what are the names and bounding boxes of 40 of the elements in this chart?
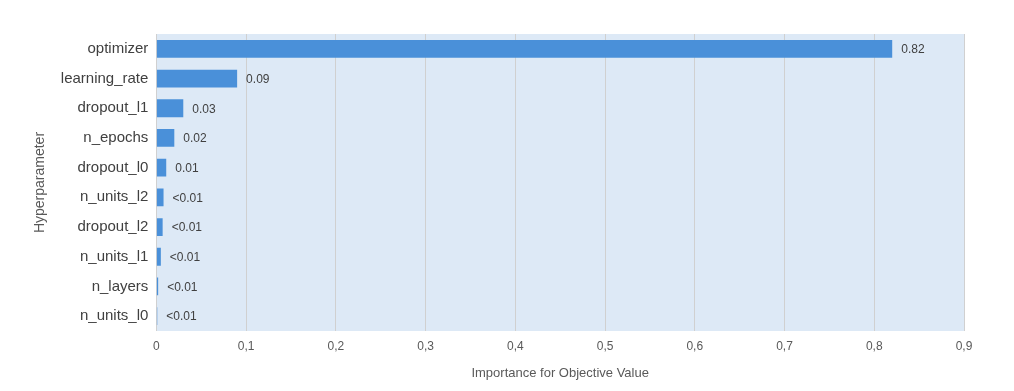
y-tick-label: n_epochs (83, 128, 149, 146)
y-tick-label: dropout_l2 (77, 217, 149, 235)
x-tick-label: 0,2 (327, 338, 345, 353)
data-label: 0.01 (175, 160, 199, 175)
y-tick-label: n_units_l0 (79, 306, 149, 324)
data-label: 0.09 (246, 71, 270, 86)
y-tick-label: n_units_l2 (79, 187, 149, 205)
x-tick-label: 0,6 (686, 338, 704, 353)
x-tick-label: 0,7 (776, 338, 794, 353)
data-label: <0.01 (166, 309, 197, 324)
x-tick-label: 0,3 (417, 338, 435, 353)
data-label: 0.03 (192, 101, 216, 116)
y-tick-label: optimizer (87, 38, 149, 56)
bar (156, 158, 167, 177)
data-label: <0.01 (171, 220, 203, 235)
x-axis-title: Importance for Objective Value (471, 364, 649, 380)
bar (156, 69, 238, 88)
data-label: 0.82 (901, 42, 925, 57)
y-tick-label: n_layers (91, 276, 149, 294)
data-label: <0.01 (167, 279, 198, 294)
y-tick-label: dropout_l0 (77, 157, 149, 175)
bar (156, 129, 175, 147)
bar (156, 188, 164, 207)
bar (156, 39, 893, 58)
bar (156, 99, 184, 118)
data-label: <0.01 (172, 190, 204, 205)
x-tick-label: 0,1 (237, 338, 255, 353)
data-label: 0.02 (183, 131, 207, 146)
bar (156, 247, 161, 266)
data-label: <0.01 (169, 250, 201, 265)
x-tick-label: 0,9 (955, 338, 973, 353)
bar (156, 218, 163, 236)
x-tick-label: 0 (153, 338, 161, 353)
y-tick-label: n_units_l1 (79, 246, 149, 264)
y-tick-label: learning_rate (60, 68, 149, 86)
y-tick-label: dropout_l1 (77, 98, 149, 116)
x-tick-label: 0,5 (596, 338, 614, 353)
x-tick-label: 0,4 (506, 338, 524, 353)
x-tick-label: 0,8 (865, 338, 883, 353)
y-axis-title: Hyperparameter (31, 131, 48, 234)
